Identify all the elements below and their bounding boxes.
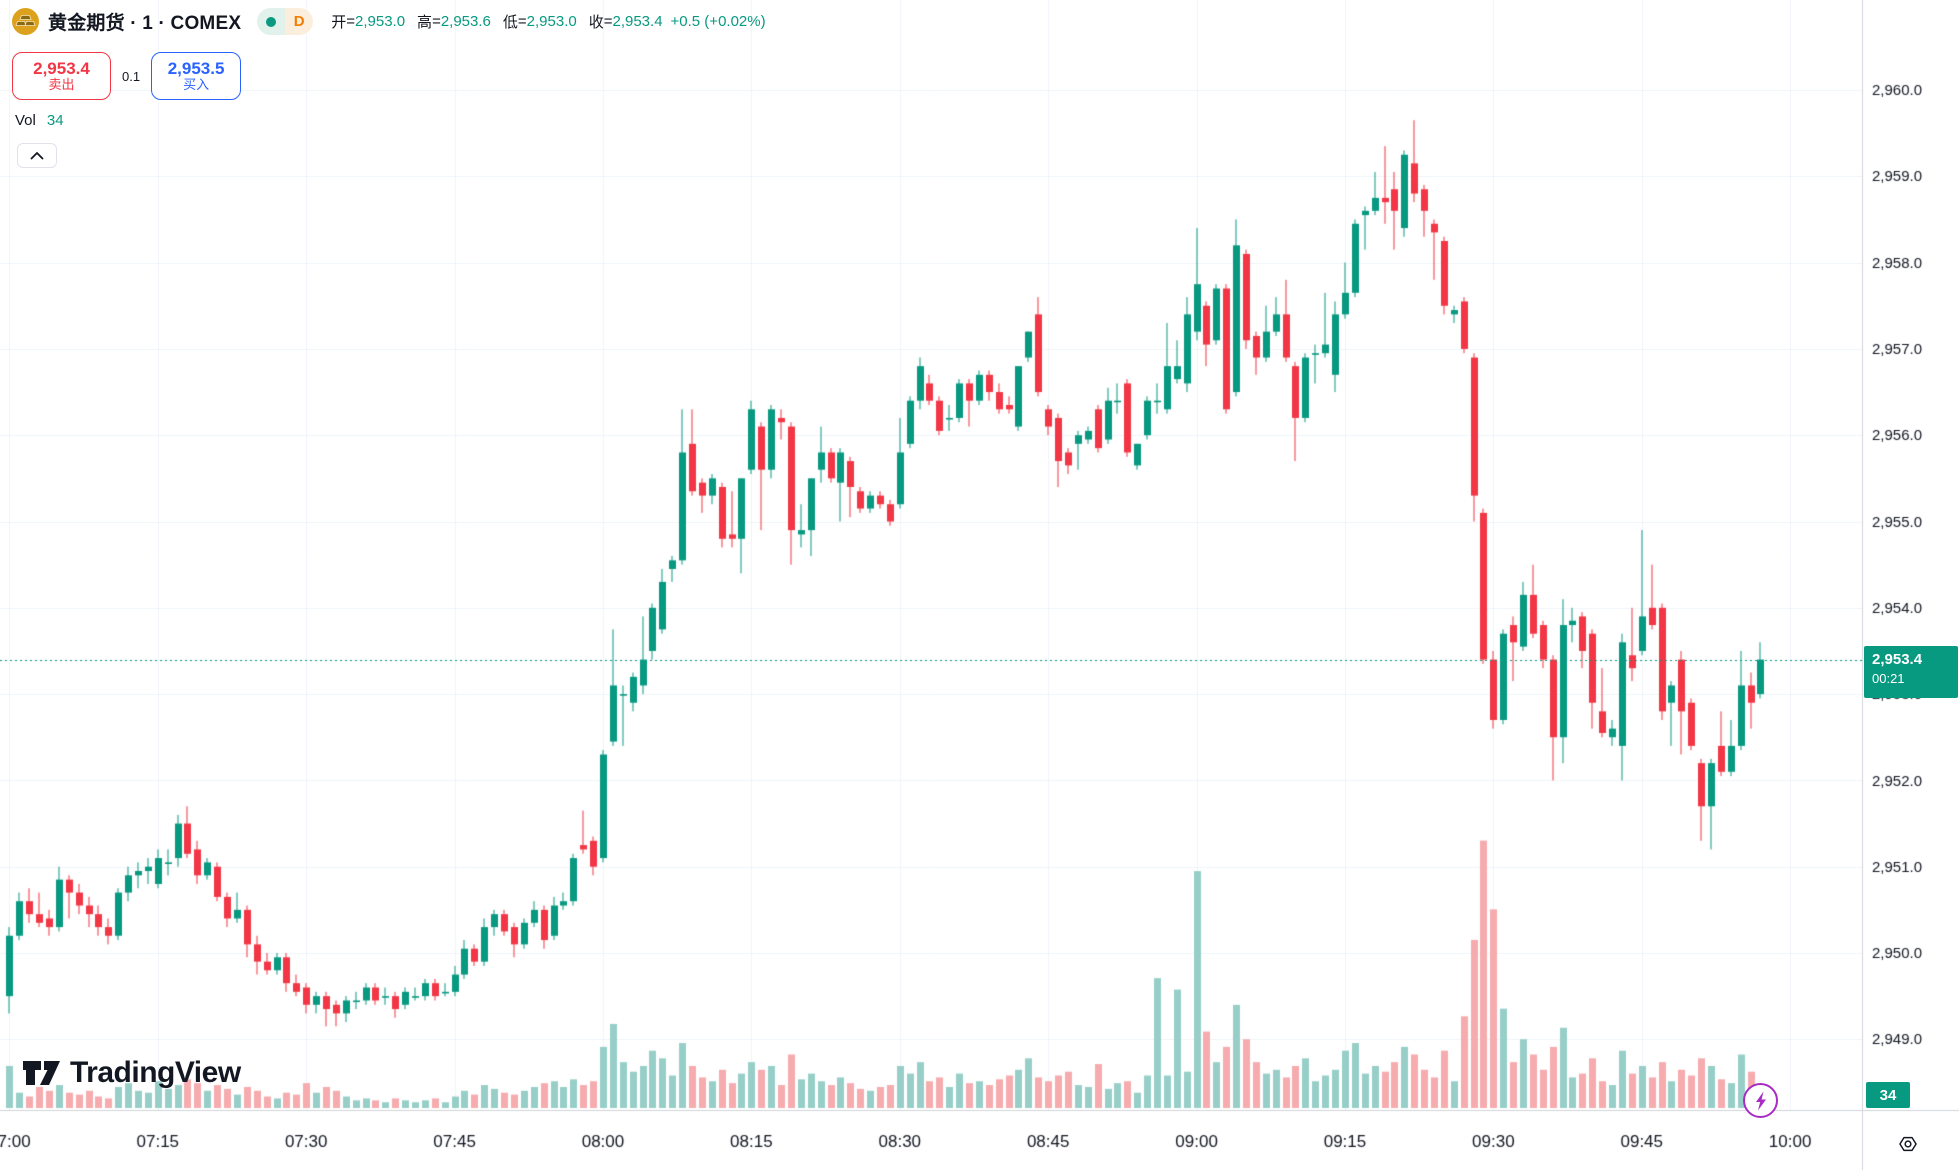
interval-selector[interactable]: D	[257, 8, 314, 35]
collapse-legend-button[interactable]	[17, 143, 57, 168]
symbol-title[interactable]: 黄金期货 · 1 · COMEX	[48, 13, 242, 34]
gold-futures-logo-icon	[12, 8, 39, 35]
chevron-up-icon	[30, 152, 44, 160]
instant-order-button[interactable]	[1743, 1083, 1778, 1118]
close-label: 收	[588, 14, 604, 31]
bar-countdown: 00:21	[1872, 671, 1905, 686]
close-value: 2,953.4	[612, 13, 663, 30]
lightning-bolt-icon	[1755, 1091, 1766, 1110]
trade-widget: 2,953.4 卖出 0.1 2,953.5 买入	[12, 52, 242, 100]
volume-legend: Vol 34	[15, 112, 64, 129]
symbol-header: 黄金期货 · 1 · COMEX D 开 = 2,953.0 高 = 2,953.6 低…	[12, 8, 766, 35]
tradingview-watermark: TradingView	[22, 1056, 241, 1090]
low-value: 2,953.0	[526, 13, 577, 30]
market-status-icon	[257, 8, 286, 35]
buy-button[interactable]: 2,953.5 买入	[151, 52, 242, 100]
volume-axis-badge: 34	[1866, 1082, 1910, 1108]
sell-price: 2,953.4	[33, 58, 90, 78]
axis-settings-button[interactable]	[1896, 1132, 1920, 1156]
spread-value: 0.1	[122, 68, 141, 84]
interval-badge[interactable]: D	[285, 8, 314, 35]
sell-button[interactable]: 2,953.4 卖出	[12, 52, 111, 100]
tradingview-logo-icon	[23, 1061, 60, 1085]
current-price-label: 2,953.4 00:21	[1864, 646, 1958, 698]
volume-label: Vol	[15, 112, 36, 129]
open-value: 2,953.0	[355, 13, 406, 30]
low-label: 低	[502, 14, 518, 31]
volume-value: 34	[46, 112, 64, 129]
open-label: 开	[331, 14, 347, 31]
change-value: +0.5 (+0.02%)	[670, 13, 766, 30]
buy-label: 买入	[183, 77, 210, 93]
ohlc-legend: 开 = 2,953.0 高 = 2,953.6 低 = 2,953.0 收 = 2,953.4 …	[331, 13, 766, 31]
tradingview-watermark-text: TradingView	[70, 1056, 241, 1089]
high-label: 高	[417, 14, 433, 31]
gear-icon	[1899, 1136, 1917, 1152]
sell-label: 卖出	[48, 77, 75, 93]
current-price-value: 2,953.4	[1872, 651, 1923, 668]
buy-price: 2,953.5	[167, 58, 225, 78]
high-value: 2,953.6	[440, 13, 491, 30]
